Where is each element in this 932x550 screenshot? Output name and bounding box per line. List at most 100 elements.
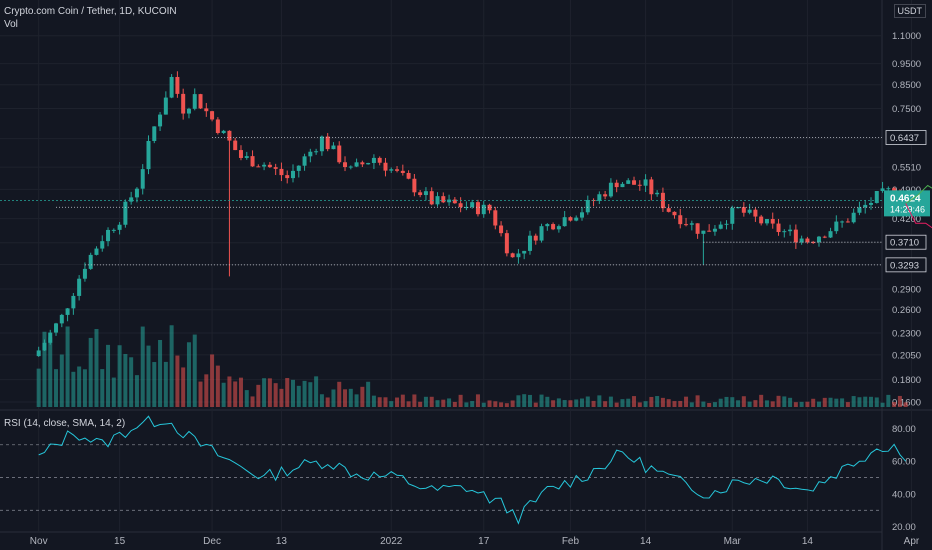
candle-body — [655, 192, 660, 195]
volume-bar — [371, 395, 376, 407]
candle-body — [776, 223, 781, 233]
volume-bar — [730, 397, 735, 407]
volume-bar — [637, 402, 642, 407]
candle-body — [736, 207, 741, 209]
candle-body — [724, 223, 729, 225]
candle-body — [822, 236, 827, 238]
volume-bar — [302, 380, 307, 407]
volume-bar — [770, 401, 775, 407]
candle-body — [649, 179, 654, 195]
candle-body — [158, 114, 163, 127]
candle-body — [134, 188, 139, 198]
candle-body — [227, 130, 232, 141]
volume-bar — [71, 371, 76, 407]
volume-bar — [204, 374, 209, 407]
volume-bar — [649, 396, 654, 407]
volume-bar — [215, 365, 220, 407]
volume-bar — [441, 399, 446, 407]
volume-bar — [111, 377, 116, 407]
volume-bar — [481, 402, 486, 407]
volume-bar — [487, 400, 492, 407]
volume-bar — [597, 395, 602, 407]
candle-body — [475, 202, 480, 215]
last-price-badge — [884, 190, 930, 217]
x-tick-label: 13 — [276, 536, 288, 547]
candle-body — [874, 191, 879, 203]
candle-body — [660, 192, 665, 209]
volume-bar — [568, 400, 573, 407]
volume-bar — [892, 402, 897, 407]
candle-body — [695, 223, 700, 234]
volume-bar — [82, 369, 87, 407]
candle-body — [204, 108, 209, 112]
candle-body — [377, 157, 382, 163]
candle-body — [533, 235, 538, 241]
candle-body — [343, 162, 348, 168]
volume-bar — [314, 376, 319, 407]
currency-label[interactable]: USDT — [893, 4, 926, 18]
candle-body — [233, 140, 238, 151]
candle-body — [181, 93, 186, 114]
volume-bar — [186, 342, 191, 407]
x-tick-label: Nov — [30, 536, 48, 547]
candle-body — [42, 342, 47, 351]
volume-bar — [383, 397, 388, 407]
candle-body — [811, 242, 816, 244]
volume-bar — [585, 396, 590, 407]
volume-bar — [198, 381, 203, 407]
x-tick-label: Feb — [562, 536, 580, 547]
volume-bar — [684, 396, 689, 407]
volume-bar — [574, 399, 579, 407]
volume-bar — [718, 398, 723, 407]
candle-body — [273, 167, 278, 169]
volume-bar — [897, 395, 902, 407]
volume-bar — [325, 397, 330, 407]
candle-body — [539, 226, 544, 241]
candle-body — [325, 136, 330, 150]
volume-bar — [545, 396, 550, 407]
volume-label: Vol — [4, 19, 18, 30]
volume-bar — [736, 400, 741, 407]
volume-bar — [556, 398, 561, 407]
candle-body — [447, 199, 452, 203]
candle-body — [788, 229, 793, 232]
candle-body — [632, 180, 637, 185]
volume-bar — [828, 397, 833, 407]
volume-bar — [273, 383, 278, 407]
candle-body — [279, 168, 284, 176]
arrow-up-line — [905, 184, 932, 204]
candle-body — [828, 231, 833, 238]
volume-bar — [614, 402, 619, 407]
candle-body — [210, 111, 215, 120]
volume-bar — [48, 337, 53, 407]
volume-bar — [134, 375, 139, 407]
volume-bar — [776, 395, 781, 407]
volume-bar — [395, 397, 400, 407]
volume-bar — [296, 385, 301, 407]
candle-body — [169, 76, 174, 98]
volume-bar — [666, 399, 671, 407]
volume-bar — [857, 397, 862, 407]
volume-bar — [389, 401, 394, 407]
x-tick-label: 14 — [802, 536, 814, 547]
volume-bar — [238, 377, 243, 407]
candle-body — [215, 119, 220, 133]
candle-body — [626, 180, 631, 184]
candle-body — [880, 188, 885, 192]
candle-body — [82, 268, 87, 279]
volume-bar — [181, 367, 186, 407]
volume-bar — [707, 403, 712, 407]
volume-bar — [903, 402, 908, 407]
candle-body — [244, 156, 249, 158]
candle-body — [637, 184, 642, 186]
price-level-tag — [885, 257, 927, 273]
candle-body — [689, 223, 694, 225]
y-tick-label: 0.2600 — [892, 305, 921, 316]
candle-body — [175, 76, 180, 94]
volume-bar — [227, 376, 232, 407]
volume-bar — [493, 401, 498, 407]
price-level-label: 0.3710 — [890, 238, 919, 249]
volume-bar — [805, 401, 810, 407]
rsi-tick-label: 80.00 — [892, 424, 916, 435]
